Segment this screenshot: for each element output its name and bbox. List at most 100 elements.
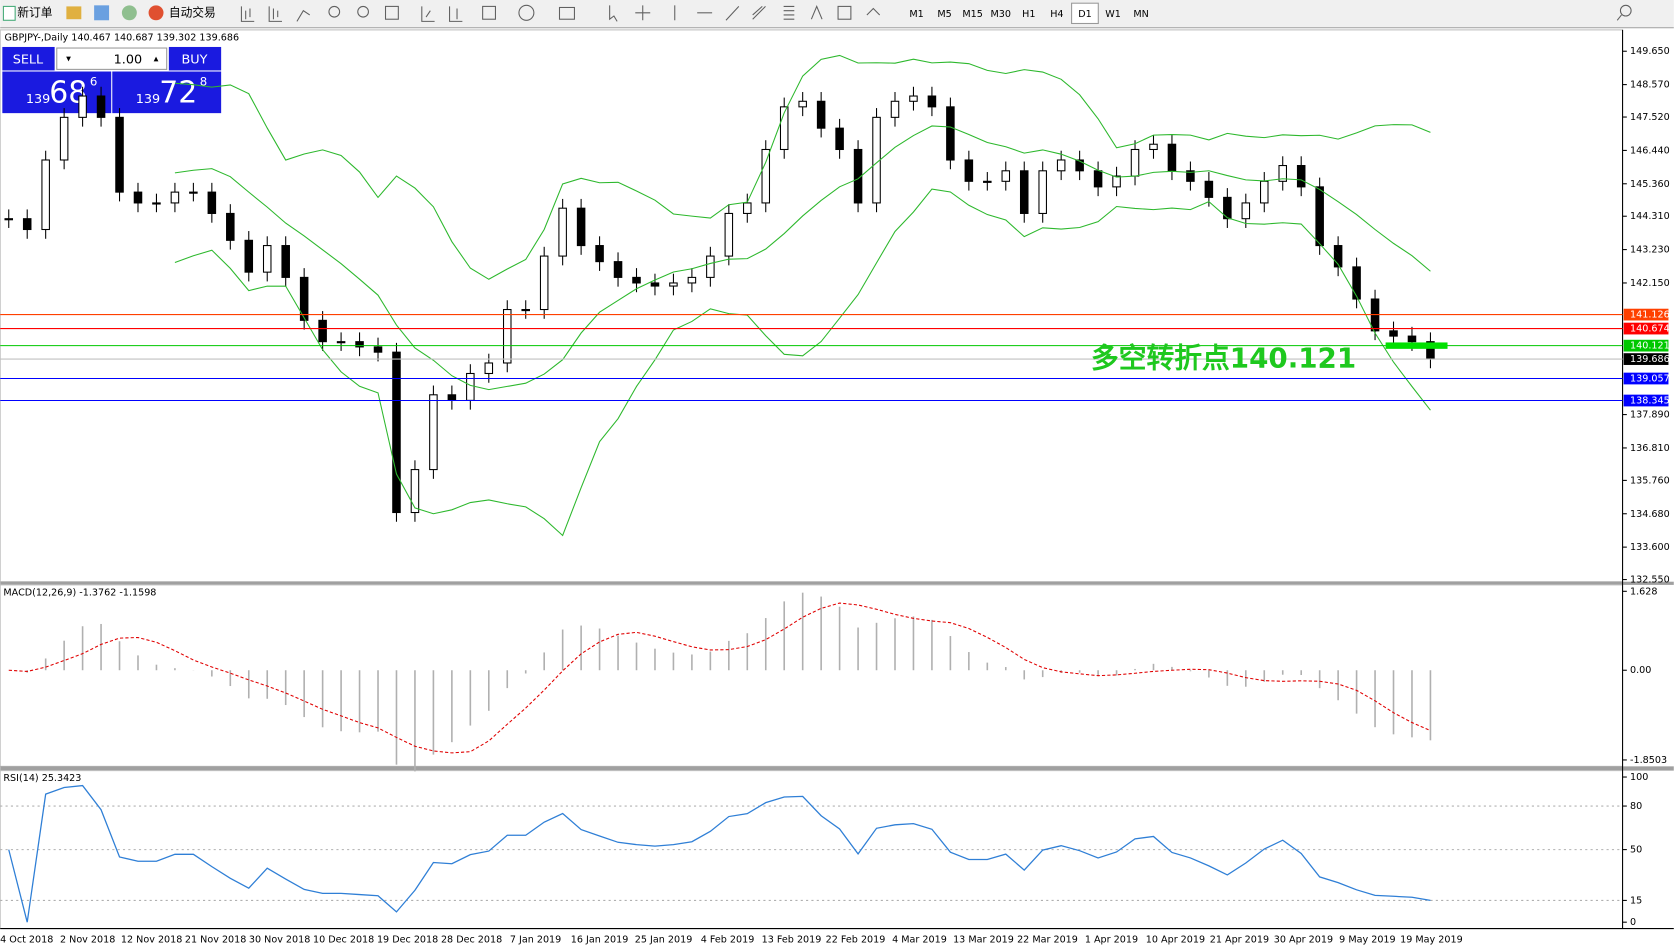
candle-body bbox=[964, 159, 974, 182]
date-label: 28 Dec 2018 bbox=[441, 934, 502, 945]
candle-body bbox=[1112, 175, 1121, 188]
bollinger-lower bbox=[174, 188, 1431, 537]
bollinger-middle bbox=[174, 125, 1431, 391]
candle-body bbox=[1186, 170, 1195, 182]
rsi-tick-label: 0 bbox=[1630, 917, 1636, 928]
icon[interactable] bbox=[866, 7, 881, 16]
icon[interactable] bbox=[296, 9, 311, 22]
tool-icons[interactable] bbox=[240, 4, 1632, 22]
icon[interactable] bbox=[66, 6, 82, 20]
timeframe-button[interactable]: W1 bbox=[1105, 9, 1121, 20]
candle-body bbox=[1315, 186, 1324, 247]
candle-body bbox=[706, 255, 715, 278]
icon[interactable] bbox=[449, 6, 463, 22]
toolbar bbox=[0, 0, 1674, 28]
candle-body bbox=[41, 159, 50, 231]
sell-label[interactable]: SELL bbox=[13, 52, 44, 67]
candle-body bbox=[927, 95, 937, 108]
candle-body bbox=[170, 191, 180, 204]
level-tag bbox=[1623, 308, 1669, 321]
icon[interactable] bbox=[783, 5, 795, 20]
candle-body bbox=[1130, 148, 1140, 177]
icon[interactable] bbox=[635, 5, 651, 21]
separator bbox=[0, 581, 1674, 585]
ask-pips: 72 bbox=[159, 75, 197, 110]
icon[interactable] bbox=[421, 6, 435, 22]
icon[interactable] bbox=[725, 6, 740, 21]
timeframe-button[interactable]: M1 bbox=[909, 9, 923, 20]
candle-body bbox=[687, 276, 697, 284]
one-click-trading: SELL ▾ ▴ 1.00 BUY 139 68 6 139 72 8 bbox=[2, 46, 222, 114]
date-label: 4 Feb 2019 bbox=[701, 934, 755, 945]
candle-body bbox=[632, 276, 641, 284]
icon[interactable] bbox=[518, 4, 535, 21]
sell-button[interactable] bbox=[2, 46, 55, 71]
timeframe-button[interactable]: H4 bbox=[1050, 9, 1063, 20]
candle-body bbox=[1075, 159, 1084, 172]
chart-header: GBPJPY-,Daily 140.467 140.687 139.302 13… bbox=[4, 32, 239, 43]
search-icon[interactable] bbox=[1619, 4, 1632, 17]
date-label: 9 May 2019 bbox=[1339, 934, 1395, 945]
timeframe-button[interactable]: MN bbox=[1133, 9, 1148, 20]
auto-trade-button[interactable]: 自动交易 bbox=[148, 5, 216, 21]
rsi-tick-label: 100 bbox=[1630, 772, 1648, 783]
ask-box[interactable] bbox=[112, 71, 222, 114]
macd-tick-label: 1.628 bbox=[1630, 586, 1657, 597]
icon[interactable] bbox=[268, 6, 282, 22]
icon[interactable] bbox=[384, 5, 399, 20]
level-tag bbox=[1623, 339, 1669, 352]
lots-input[interactable] bbox=[56, 47, 168, 70]
level-label: 140.121 bbox=[1630, 341, 1670, 352]
price-tick-label: 135.760 bbox=[1630, 475, 1670, 486]
candle-body bbox=[613, 261, 623, 278]
level-label: 139.686 bbox=[1630, 354, 1670, 365]
icon[interactable] bbox=[609, 5, 618, 22]
price-tick-label: 143.230 bbox=[1630, 245, 1670, 256]
icon bbox=[148, 5, 164, 21]
icon[interactable] bbox=[752, 6, 766, 20]
new-order-button[interactable]: 新订单 bbox=[2, 5, 53, 21]
date-label: 21 Apr 2019 bbox=[1210, 934, 1269, 945]
icon[interactable] bbox=[240, 6, 255, 22]
ask-fraction: 8 bbox=[200, 75, 207, 89]
date-label: 25 Jan 2019 bbox=[635, 934, 693, 945]
icon[interactable] bbox=[328, 5, 341, 18]
timeframe-button[interactable]: D1 bbox=[1078, 9, 1091, 20]
bid-box[interactable] bbox=[2, 71, 112, 114]
timeframe-button[interactable]: M15 bbox=[962, 9, 983, 20]
label: 自动交易 bbox=[169, 5, 216, 19]
icon[interactable] bbox=[121, 5, 137, 21]
candle-body bbox=[299, 276, 309, 321]
candle-body bbox=[429, 394, 438, 471]
candle-body bbox=[816, 100, 826, 129]
date-label: 2 Nov 2018 bbox=[60, 934, 115, 945]
buy-button[interactable] bbox=[168, 46, 222, 71]
lots-value[interactable]: 1.00 bbox=[114, 52, 143, 67]
price-tick-label: 148.570 bbox=[1630, 80, 1670, 91]
candle-body bbox=[1149, 143, 1158, 151]
level-tag bbox=[1623, 322, 1669, 335]
icon[interactable] bbox=[837, 5, 852, 20]
icon[interactable] bbox=[482, 5, 496, 20]
spin-down[interactable]: ▾ bbox=[66, 54, 71, 65]
icon[interactable] bbox=[810, 5, 823, 20]
date-label: 19 Dec 2018 bbox=[377, 934, 438, 945]
icon[interactable] bbox=[558, 6, 575, 20]
spin-up[interactable]: ▴ bbox=[154, 54, 159, 65]
timeframe-button[interactable]: M30 bbox=[990, 9, 1010, 20]
search-icon[interactable] bbox=[1616, 14, 1622, 21]
timeframe-button[interactable]: M5 bbox=[937, 9, 951, 20]
timeframe-button[interactable]: H1 bbox=[1022, 9, 1035, 20]
buy-label[interactable]: BUY bbox=[181, 52, 207, 67]
price-tick-label: 132.550 bbox=[1630, 575, 1670, 586]
icon[interactable] bbox=[357, 5, 369, 18]
price-tick-label: 134.680 bbox=[1630, 509, 1670, 520]
candle-body bbox=[96, 95, 106, 118]
candle-body bbox=[1352, 266, 1361, 300]
annotation: 多空转折点140.121 bbox=[1091, 342, 1356, 375]
candle-body bbox=[761, 148, 771, 204]
date-label: 13 Mar 2019 bbox=[953, 934, 1014, 945]
candle-body bbox=[946, 106, 955, 161]
icon[interactable] bbox=[94, 5, 110, 21]
candle-body bbox=[484, 362, 494, 375]
